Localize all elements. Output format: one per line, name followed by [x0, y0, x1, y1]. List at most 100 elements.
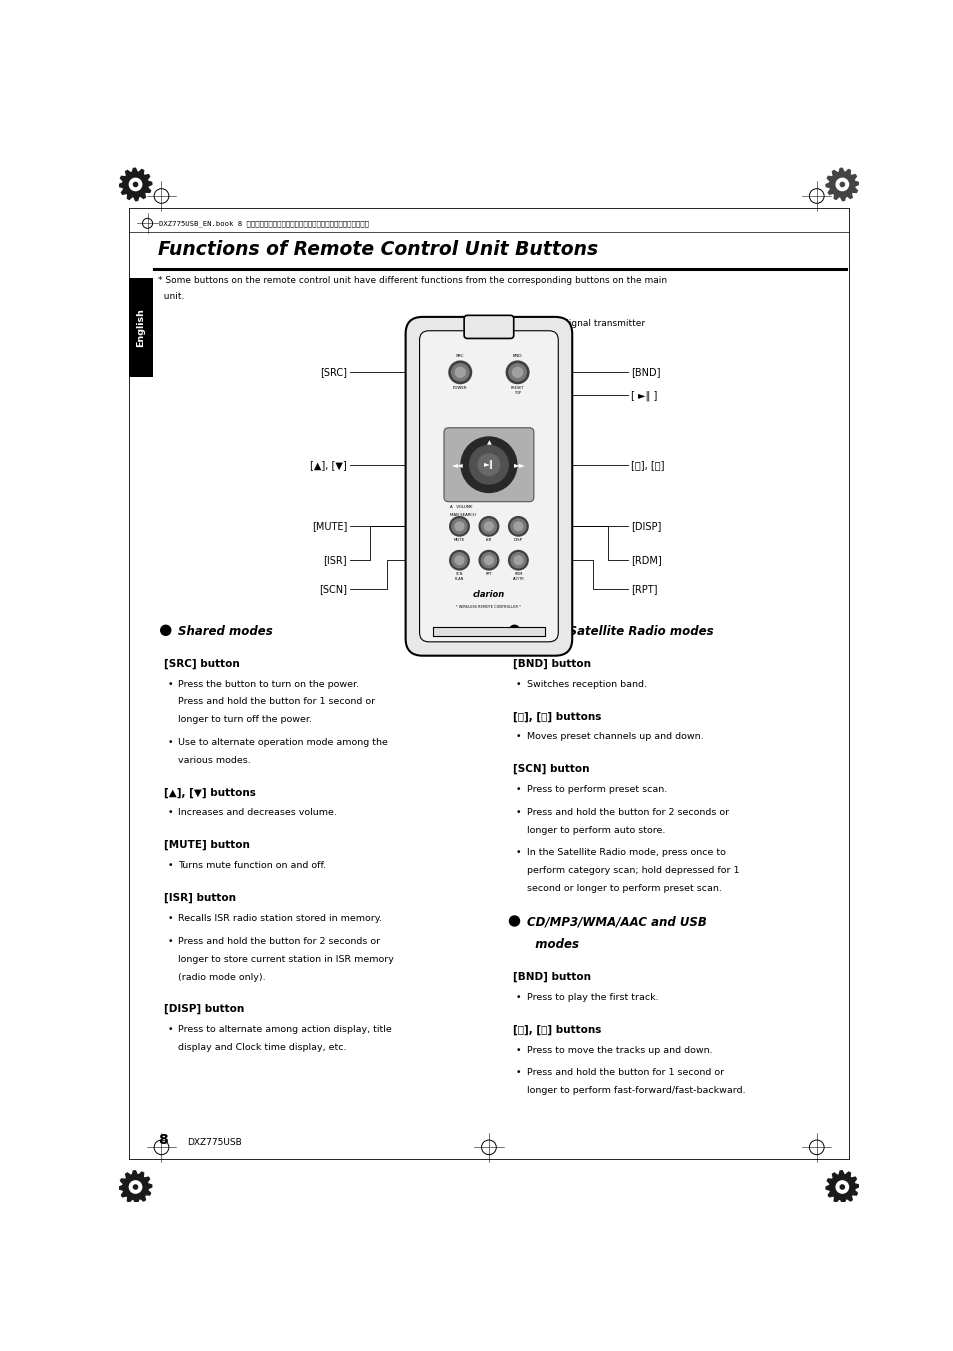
Text: [ISR] button: [ISR] button	[164, 893, 236, 904]
FancyBboxPatch shape	[419, 331, 558, 642]
Text: [SCN] button: [SCN] button	[513, 765, 589, 774]
FancyBboxPatch shape	[130, 278, 152, 377]
Circle shape	[509, 626, 519, 635]
Text: POWER: POWER	[453, 386, 467, 390]
Text: Press and hold the button for 2 seconds or: Press and hold the button for 2 seconds …	[526, 808, 728, 817]
Circle shape	[478, 516, 498, 536]
Text: [⏮], [⏭]: [⏮], [⏭]	[630, 459, 663, 470]
Text: Press to move the tracks up and down.: Press to move the tracks up and down.	[526, 1046, 712, 1055]
Text: [BND] button: [BND] button	[513, 658, 590, 669]
Text: Press to alternate among action display, title: Press to alternate among action display,…	[178, 1025, 392, 1035]
Text: •: •	[516, 848, 521, 857]
Text: [RPT]: [RPT]	[630, 585, 657, 594]
Circle shape	[469, 446, 508, 484]
Circle shape	[160, 626, 171, 635]
Circle shape	[452, 519, 467, 534]
Circle shape	[455, 367, 465, 377]
Text: SRC: SRC	[456, 354, 464, 358]
Text: •: •	[516, 785, 521, 794]
Text: perform category scan; hold depressed for 1: perform category scan; hold depressed fo…	[526, 866, 739, 875]
Text: •: •	[167, 808, 172, 817]
Circle shape	[481, 553, 496, 567]
Text: Press to play the first track.: Press to play the first track.	[526, 993, 658, 1002]
Circle shape	[514, 521, 522, 531]
Text: •: •	[167, 862, 172, 870]
Text: [BND] button: [BND] button	[513, 971, 590, 982]
Circle shape	[477, 454, 499, 476]
Text: second or longer to perform preset scan.: second or longer to perform preset scan.	[526, 884, 721, 893]
Text: [▲], [▼] buttons: [▲], [▼] buttons	[164, 788, 255, 797]
Polygon shape	[825, 1171, 858, 1204]
Text: DXZ775USB_EN.book 8 ページ　２００６年１２月２５日　月曜日　午前１１時３７分: DXZ775USB_EN.book 8 ページ ２００６年１２月２５日 月曜日 …	[158, 220, 369, 227]
Text: PRESET
TOP: PRESET TOP	[510, 386, 524, 394]
Text: [SRC]: [SRC]	[320, 367, 347, 377]
Text: (radio mode only).: (radio mode only).	[178, 973, 266, 982]
Circle shape	[449, 516, 470, 536]
Circle shape	[484, 521, 493, 531]
Text: various modes.: various modes.	[178, 755, 251, 765]
Text: Radio/Satellite Radio modes: Radio/Satellite Radio modes	[526, 626, 713, 638]
Circle shape	[449, 550, 470, 570]
Text: •: •	[516, 1046, 521, 1055]
Text: •: •	[516, 1069, 521, 1077]
Circle shape	[512, 367, 522, 377]
Text: A   VOLUME: A VOLUME	[450, 505, 473, 509]
Text: display and Clock time display, etc.: display and Clock time display, etc.	[178, 1043, 346, 1052]
Circle shape	[484, 555, 493, 565]
Circle shape	[448, 361, 472, 384]
Text: In the Satellite Radio mode, press once to: In the Satellite Radio mode, press once …	[526, 848, 725, 857]
Text: Press the button to turn on the power.: Press the button to turn on the power.	[178, 680, 359, 689]
Text: [▲], [▼]: [▲], [▼]	[310, 459, 347, 470]
Text: •: •	[167, 936, 172, 946]
Text: longer to perform auto store.: longer to perform auto store.	[526, 825, 664, 835]
Circle shape	[478, 550, 498, 570]
Circle shape	[133, 1185, 137, 1189]
Text: ISR: ISR	[485, 538, 492, 542]
Text: RPT: RPT	[485, 571, 492, 576]
Text: RDM
ALT/TR: RDM ALT/TR	[512, 571, 524, 581]
Text: MUTE: MUTE	[454, 538, 464, 542]
Text: •: •	[167, 738, 172, 747]
Circle shape	[509, 916, 519, 925]
Text: modes: modes	[526, 939, 578, 951]
Text: longer to perform fast-forward/fast-backward.: longer to perform fast-forward/fast-back…	[526, 1086, 744, 1096]
Text: •: •	[167, 1025, 172, 1035]
Circle shape	[133, 182, 137, 186]
Text: [ISR]: [ISR]	[323, 555, 347, 565]
Text: Shared modes: Shared modes	[178, 626, 273, 638]
Circle shape	[840, 1185, 843, 1189]
Text: [SRC] button: [SRC] button	[164, 658, 240, 669]
Text: [⏮], [⏭] buttons: [⏮], [⏭] buttons	[513, 711, 600, 721]
Text: BND: BND	[513, 354, 522, 358]
Text: Press and hold the button for 2 seconds or: Press and hold the button for 2 seconds …	[178, 936, 380, 946]
Text: Press and hold the button for 1 second or: Press and hold the button for 1 second o…	[526, 1069, 723, 1077]
Text: [SCN]: [SCN]	[318, 585, 347, 594]
Circle shape	[455, 555, 463, 565]
Text: Signal transmitter: Signal transmitter	[562, 319, 644, 327]
Text: DXZ775USB: DXZ775USB	[187, 1138, 242, 1147]
Text: * WIRELESS REMOTE CONTROLLER *: * WIRELESS REMOTE CONTROLLER *	[456, 605, 521, 609]
Circle shape	[840, 182, 843, 186]
Text: * Some buttons on the remote control unit have different functions from the corr: * Some buttons on the remote control uni…	[158, 276, 666, 285]
Circle shape	[451, 363, 469, 381]
Text: Press to perform preset scan.: Press to perform preset scan.	[526, 785, 666, 794]
Text: [DISP]: [DISP]	[630, 521, 660, 531]
Text: unit.: unit.	[158, 292, 184, 301]
Text: 8: 8	[158, 1133, 168, 1147]
Text: DISP: DISP	[514, 538, 522, 542]
Circle shape	[130, 1181, 142, 1193]
Circle shape	[130, 178, 142, 190]
Text: longer to store current station in ISR memory: longer to store current station in ISR m…	[178, 955, 394, 963]
Text: [MUTE]: [MUTE]	[312, 521, 347, 531]
Circle shape	[452, 553, 467, 567]
Circle shape	[507, 516, 528, 536]
Circle shape	[510, 553, 525, 567]
Circle shape	[514, 555, 522, 565]
Text: Press and hold the button for 1 second or: Press and hold the button for 1 second o…	[178, 697, 375, 707]
Text: Recalls ISR radio station stored in memory.: Recalls ISR radio station stored in memo…	[178, 915, 382, 923]
Text: •: •	[167, 915, 172, 923]
Circle shape	[481, 519, 496, 534]
Text: Functions of Remote Control Unit Buttons: Functions of Remote Control Unit Buttons	[158, 240, 598, 259]
Circle shape	[835, 178, 847, 190]
Text: •: •	[516, 993, 521, 1002]
